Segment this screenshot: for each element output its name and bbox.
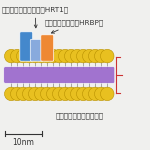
Circle shape [22,87,36,101]
Circle shape [64,49,78,63]
Circle shape [52,87,66,101]
Circle shape [16,87,30,101]
Circle shape [100,87,114,101]
Text: 人工膜（ナノディスク）: 人工膜（ナノディスク） [56,112,104,119]
Circle shape [11,49,24,63]
Circle shape [34,49,48,63]
FancyBboxPatch shape [41,35,54,61]
FancyBboxPatch shape [20,32,33,61]
Circle shape [28,87,42,101]
Text: 天然ゴム生合成酵素（HRT1）: 天然ゴム生合成酵素（HRT1） [2,6,69,28]
Circle shape [94,49,108,63]
Circle shape [88,87,102,101]
Circle shape [52,49,66,63]
Circle shape [76,49,90,63]
Circle shape [58,49,72,63]
Circle shape [70,87,84,101]
Circle shape [64,87,78,101]
Circle shape [28,49,42,63]
Circle shape [11,87,24,101]
Circle shape [82,87,96,101]
Circle shape [22,49,36,63]
Circle shape [40,87,54,101]
Circle shape [16,49,30,63]
Circle shape [100,49,114,63]
Circle shape [46,87,60,101]
Circle shape [40,49,54,63]
Circle shape [94,87,108,101]
Circle shape [4,87,18,101]
Circle shape [46,49,60,63]
Circle shape [34,87,48,101]
Circle shape [70,49,84,63]
FancyBboxPatch shape [30,39,43,61]
Circle shape [76,87,90,101]
Text: 10nm: 10nm [12,138,34,147]
FancyBboxPatch shape [4,67,115,83]
Circle shape [4,49,18,63]
Circle shape [88,49,102,63]
Text: 補助タンパク質（HRBP）: 補助タンパク質（HRBP） [45,20,104,33]
Circle shape [58,87,72,101]
Circle shape [82,49,96,63]
